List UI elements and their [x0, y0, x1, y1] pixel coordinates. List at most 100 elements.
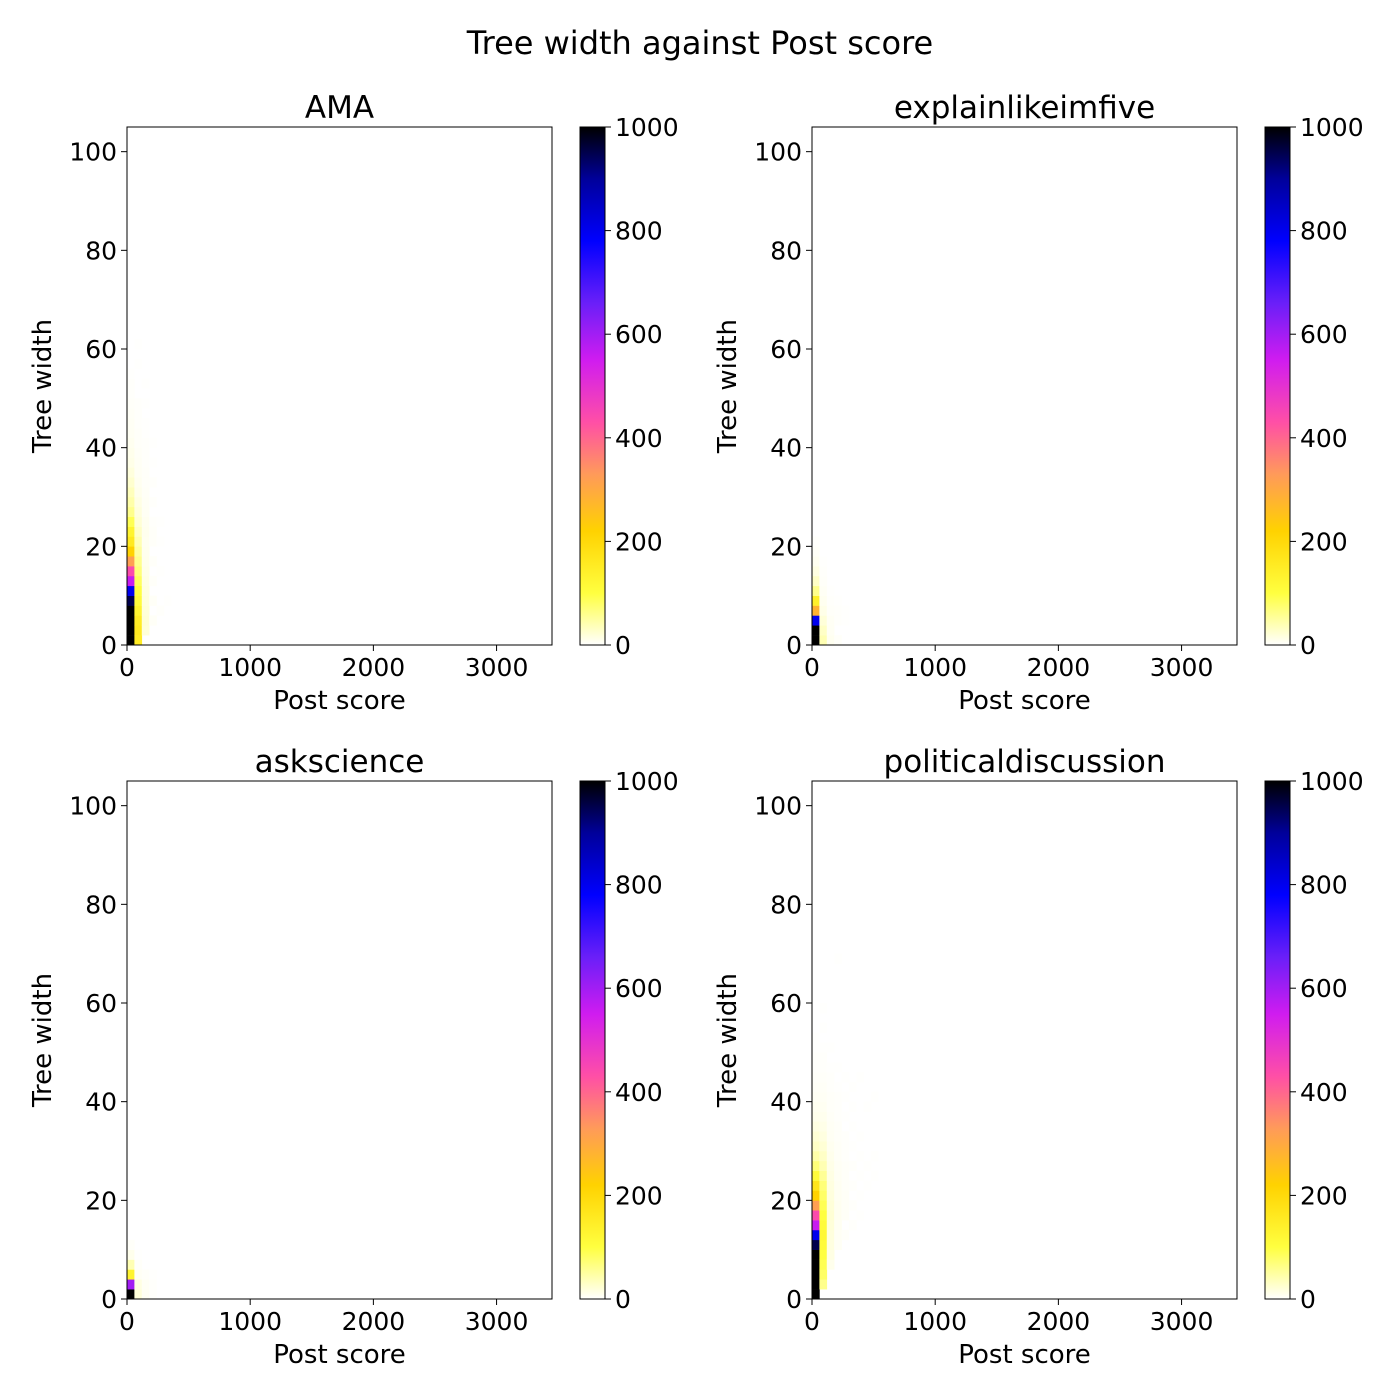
panel-3: 0 1000 2000 3000020406080100politicaldiscus…: [713, 744, 1364, 1370]
heatmap-cell: [149, 575, 157, 587]
heatmap-cell: [134, 625, 143, 636]
axes-frame: [811, 780, 1238, 1300]
heatmap-cell: [848, 1200, 857, 1211]
y-tick-label: 40: [770, 1088, 802, 1117]
x-tick-label: 3000: [1150, 1307, 1214, 1336]
heatmap-cell: [812, 1220, 820, 1231]
heatmap-cell: [134, 457, 143, 468]
heatmap-cell: [134, 1249, 143, 1260]
heatmap-cell: [127, 595, 135, 606]
heatmap-cell: [127, 398, 135, 409]
colorbar-tick-label: 400: [615, 1078, 663, 1107]
heatmap-cell: [834, 1190, 842, 1201]
heatmap-cell: [819, 556, 828, 567]
heatmap-cell: [127, 546, 135, 557]
heatmap-cell: [127, 516, 135, 527]
heatmap-cell: [141, 585, 150, 596]
heatmap-cell: [826, 615, 835, 626]
x-tick-label: 2000: [342, 1307, 406, 1336]
heatmap-cell: [134, 506, 143, 518]
heatmap-cell: [826, 1239, 835, 1250]
heatmap-cell: [134, 339, 143, 350]
heatmap-cell: [812, 556, 820, 567]
heatmap-cell: [812, 1101, 820, 1112]
heatmap-cell: [141, 566, 150, 577]
heatmap-cell: [826, 605, 835, 616]
plot-area: [127, 127, 552, 645]
heatmap-cell: [819, 1190, 828, 1201]
colorbar-tick-label: 200: [615, 1181, 663, 1210]
heatmap-cell: [812, 546, 820, 557]
heatmap-cell: [834, 1180, 842, 1191]
heatmap-cell: [134, 418, 143, 429]
heatmap-cell: [841, 1072, 850, 1083]
heatmap-cell: [819, 1131, 828, 1142]
heatmap-cell: [819, 1220, 828, 1231]
heatmap-cell: [834, 953, 842, 964]
heatmap-cell: [134, 487, 143, 498]
heatmap-cell: [127, 1279, 135, 1290]
y-tick-label: 100: [754, 138, 802, 167]
heatmap-cell: [141, 378, 150, 389]
colorbar-tick-label: 1000: [1300, 767, 1364, 796]
heatmap-cell: [812, 1259, 820, 1270]
heatmap-cell: [841, 1200, 850, 1211]
heatmap-cell: [812, 1190, 820, 1201]
heatmap-cell: [819, 1239, 828, 1250]
y-tick-label: 80: [85, 236, 117, 265]
y-axis-label: Tree width: [28, 973, 58, 1108]
heatmap-cell: [812, 536, 820, 547]
heatmap-cell: [812, 605, 820, 616]
y-axis-label: Tree width: [713, 973, 743, 1108]
heatmap-cell: [834, 1111, 842, 1122]
heatmap-cell: [826, 1042, 835, 1053]
heatmap-cell: [819, 1042, 828, 1053]
y-tick-label: 60: [85, 335, 117, 364]
heatmap-cell: [127, 556, 135, 567]
y-tick-label: 80: [770, 890, 802, 919]
heatmap-cell: [819, 1141, 828, 1152]
heatmap-cell: [834, 1141, 842, 1152]
x-tick-label: 3000: [1150, 653, 1214, 682]
heatmap-cell: [819, 1081, 828, 1093]
heatmap-cell: [856, 1210, 865, 1221]
panel-title: AMA: [305, 90, 374, 126]
heatmap-cell: [812, 1249, 820, 1260]
y-tick-label: 20: [85, 1186, 117, 1215]
heatmap-cell: [826, 1151, 835, 1162]
heatmap-cell: [141, 418, 150, 429]
heatmap-cell: [826, 1111, 835, 1122]
heatmap-cell: [134, 575, 143, 587]
heatmap-cell: [819, 605, 828, 616]
heatmap-cell: [834, 1229, 842, 1241]
heatmap-cell: [127, 1289, 135, 1300]
heatmap-cell: [141, 605, 150, 616]
heatmap-cell: [127, 437, 135, 448]
heatmap-cell: [127, 575, 135, 587]
heatmap-cell: [134, 605, 143, 616]
heatmap-cell: [826, 1072, 835, 1083]
heatmap-cell: [819, 1091, 828, 1102]
heatmap-cell: [812, 1170, 820, 1181]
heatmap-cell: [134, 497, 143, 508]
heatmap-cell: [819, 1062, 828, 1073]
heatmap-cell: [819, 585, 828, 596]
heatmap-cell: [127, 368, 135, 379]
colorbar-tick-label: 600: [1300, 974, 1348, 1003]
heatmap-cell: [863, 1160, 872, 1172]
heatmap-cell: [819, 1101, 828, 1112]
heatmap-cell: [812, 1239, 820, 1250]
colorbar: [1264, 126, 1291, 646]
heatmap-cell: [819, 1151, 828, 1162]
heatmap-cell: [149, 1279, 157, 1290]
heatmap-cell: [812, 1062, 820, 1073]
axes-frame: [811, 126, 1238, 646]
colorbar-tick-label: 800: [1300, 217, 1348, 246]
heatmap-cell: [819, 1180, 828, 1191]
heatmap-cell: [826, 1062, 835, 1073]
plot-area: [812, 781, 1237, 1299]
heatmap-cell: [841, 615, 850, 626]
x-tick-label: 0: [804, 653, 820, 682]
y-tick-label: 0: [101, 1285, 117, 1314]
heatmap-cell: [834, 1121, 842, 1132]
